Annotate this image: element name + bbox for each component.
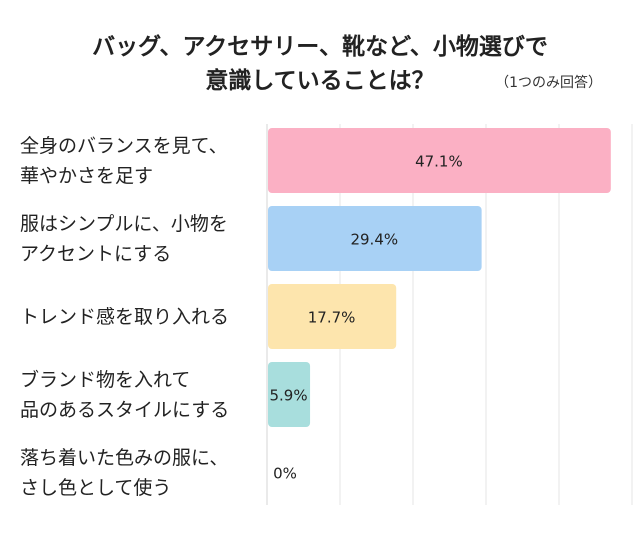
chart-title: バッグ、アクセサリー、靴など、小物選びで 意識していることは？	[0, 30, 640, 98]
answer-note: （1つのみ回答）	[495, 75, 602, 91]
category-label: 服はシンプルに、小物を アクセントにする	[20, 209, 260, 269]
category-label-line: ブランド物を入れて	[20, 368, 191, 391]
category-label-line: 落ち着いた色みの服に、	[20, 446, 229, 469]
category-label-line: 品のあるスタイルにする	[20, 398, 230, 421]
chart-title-line1: バッグ、アクセサリー、靴など、小物選びで	[92, 34, 548, 60]
category-label-line: トレンド感を取り入れる	[20, 305, 230, 328]
bar	[268, 206, 482, 271]
bar	[268, 284, 397, 349]
category-label: トレンド感を取り入れる	[20, 302, 260, 332]
bar	[268, 128, 611, 193]
category-label-line: 華やかさを足す	[20, 164, 154, 187]
category-label-line: アクセントにする	[20, 242, 172, 265]
bar	[268, 362, 311, 427]
chart-title-line2: 意識していることは？	[205, 68, 435, 94]
category-label: 落ち着いた色みの服に、 さし色として使う	[20, 443, 260, 503]
category-label-line: 全身のバランスを見て、	[20, 134, 228, 157]
category-label: 全身のバランスを見て、 華やかさを足す	[20, 131, 260, 191]
value-label: 5.9%	[269, 387, 307, 405]
value-label: 17.7%	[308, 309, 356, 327]
value-label: 29.4%	[350, 231, 398, 249]
category-label-line: 服はシンプルに、小物を	[20, 212, 228, 235]
category-label: ブランド物を入れて品のあるスタイルにする	[20, 365, 260, 425]
category-label-line: さし色として使う	[20, 476, 172, 499]
value-label: 47.1%	[415, 153, 463, 171]
value-label: 0%	[273, 465, 297, 483]
